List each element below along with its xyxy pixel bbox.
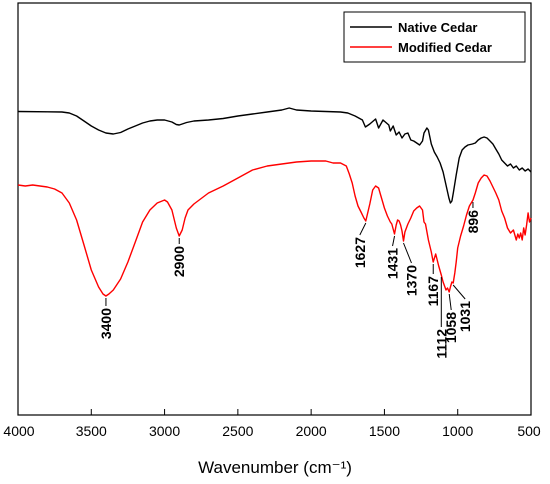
annotation-label-1167: 1167 [425,276,441,307]
annotation-label-1627: 1627 [352,237,368,268]
x-tick-label: 3000 [149,423,180,439]
x-axis-title: Wavenumber (cm⁻¹) [198,458,352,477]
legend-label-native-cedar: Native Cedar [398,20,477,35]
x-tick-label: 500 [517,423,541,439]
annotation-label-2900: 2900 [171,246,187,277]
x-tick-label: 2000 [296,423,327,439]
series-line-modified-cedar [17,160,532,297]
series-layer [17,107,532,297]
x-tick-label: 4000 [3,423,34,439]
plot-area-frame [17,2,532,416]
annotation-label-1112: 1112 [433,329,449,359]
x-tick-label: 1500 [369,423,400,439]
annotation-leader-1370 [403,242,412,264]
annotation-leader-1031 [452,284,466,300]
legend-box [343,11,526,63]
annotation-label-1031: 1031 [457,301,473,332]
annotation-leader-1058 [448,293,452,311]
x-tick-label: 1000 [442,423,473,439]
annotation-leader-1627 [359,222,367,236]
legend: Native Cedar Modified Cedar [343,11,526,63]
annotation-label-1431: 1431 [385,248,401,279]
annotation-label-1058: 1058 [443,312,459,343]
legend-label-modified-cedar: Modified Cedar [398,40,492,55]
annotation-leader-1431 [392,235,396,247]
annotation-label-3400: 3400 [98,308,114,339]
annotation-label-1370: 1370 [403,265,419,296]
x-axis: 4000 3500 3000 2500 2000 1500 1000 500 [3,409,541,439]
annotation-label-896: 896 [465,210,481,234]
x-tick-label: 2500 [222,423,253,439]
series-line-native-cedar [17,107,532,204]
x-tick-label: 3500 [76,423,107,439]
